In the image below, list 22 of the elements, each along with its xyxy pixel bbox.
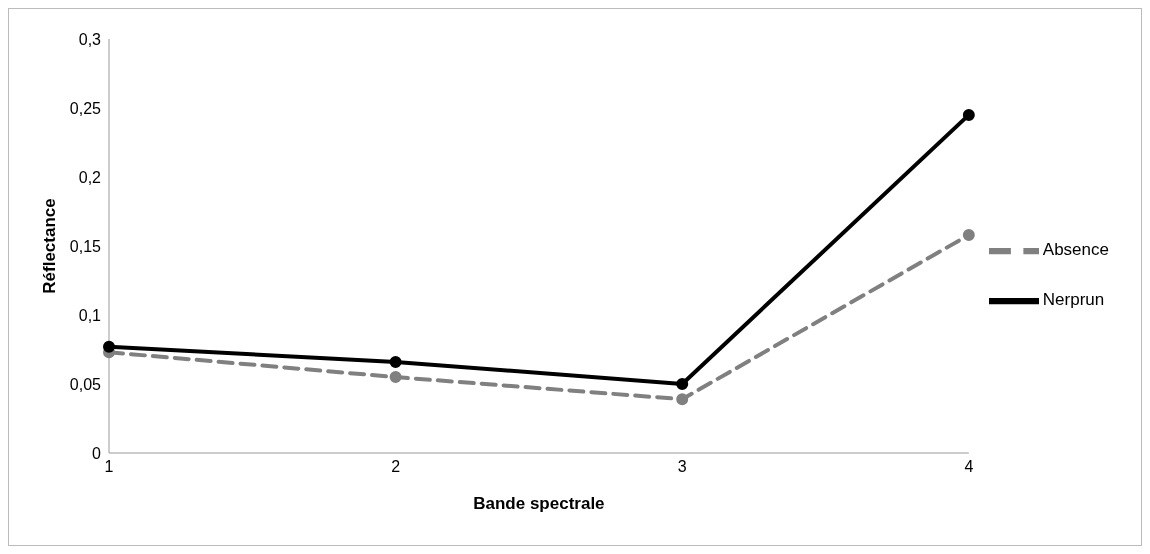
point xyxy=(389,355,402,368)
y-tick-label: 0,3 xyxy=(78,30,102,48)
x-axis-title: Bande spectrale xyxy=(473,494,605,513)
point xyxy=(676,393,689,406)
y-tick-label: 0,25 xyxy=(69,99,102,117)
point xyxy=(962,228,975,241)
x-tick-label: 4 xyxy=(964,458,974,476)
y-tick-label: 0,05 xyxy=(69,375,102,393)
y-axis-title: Réflectance xyxy=(40,198,60,294)
legend-label: Absence xyxy=(1042,240,1109,260)
x-tick-label: 2 xyxy=(391,458,401,476)
point xyxy=(103,340,115,353)
x-tick-label: 1 xyxy=(104,458,114,476)
legend-label: Nerprun xyxy=(1042,290,1105,310)
y-tick-label: 0,15 xyxy=(69,237,102,255)
y-tick-label: 0,1 xyxy=(78,306,102,324)
y-tick-label: 0 xyxy=(92,444,102,462)
point xyxy=(962,108,975,121)
point xyxy=(389,371,402,384)
point xyxy=(676,378,689,390)
y-tick-label: 0,2 xyxy=(78,168,102,186)
x-tick-label: 3 xyxy=(677,458,687,476)
